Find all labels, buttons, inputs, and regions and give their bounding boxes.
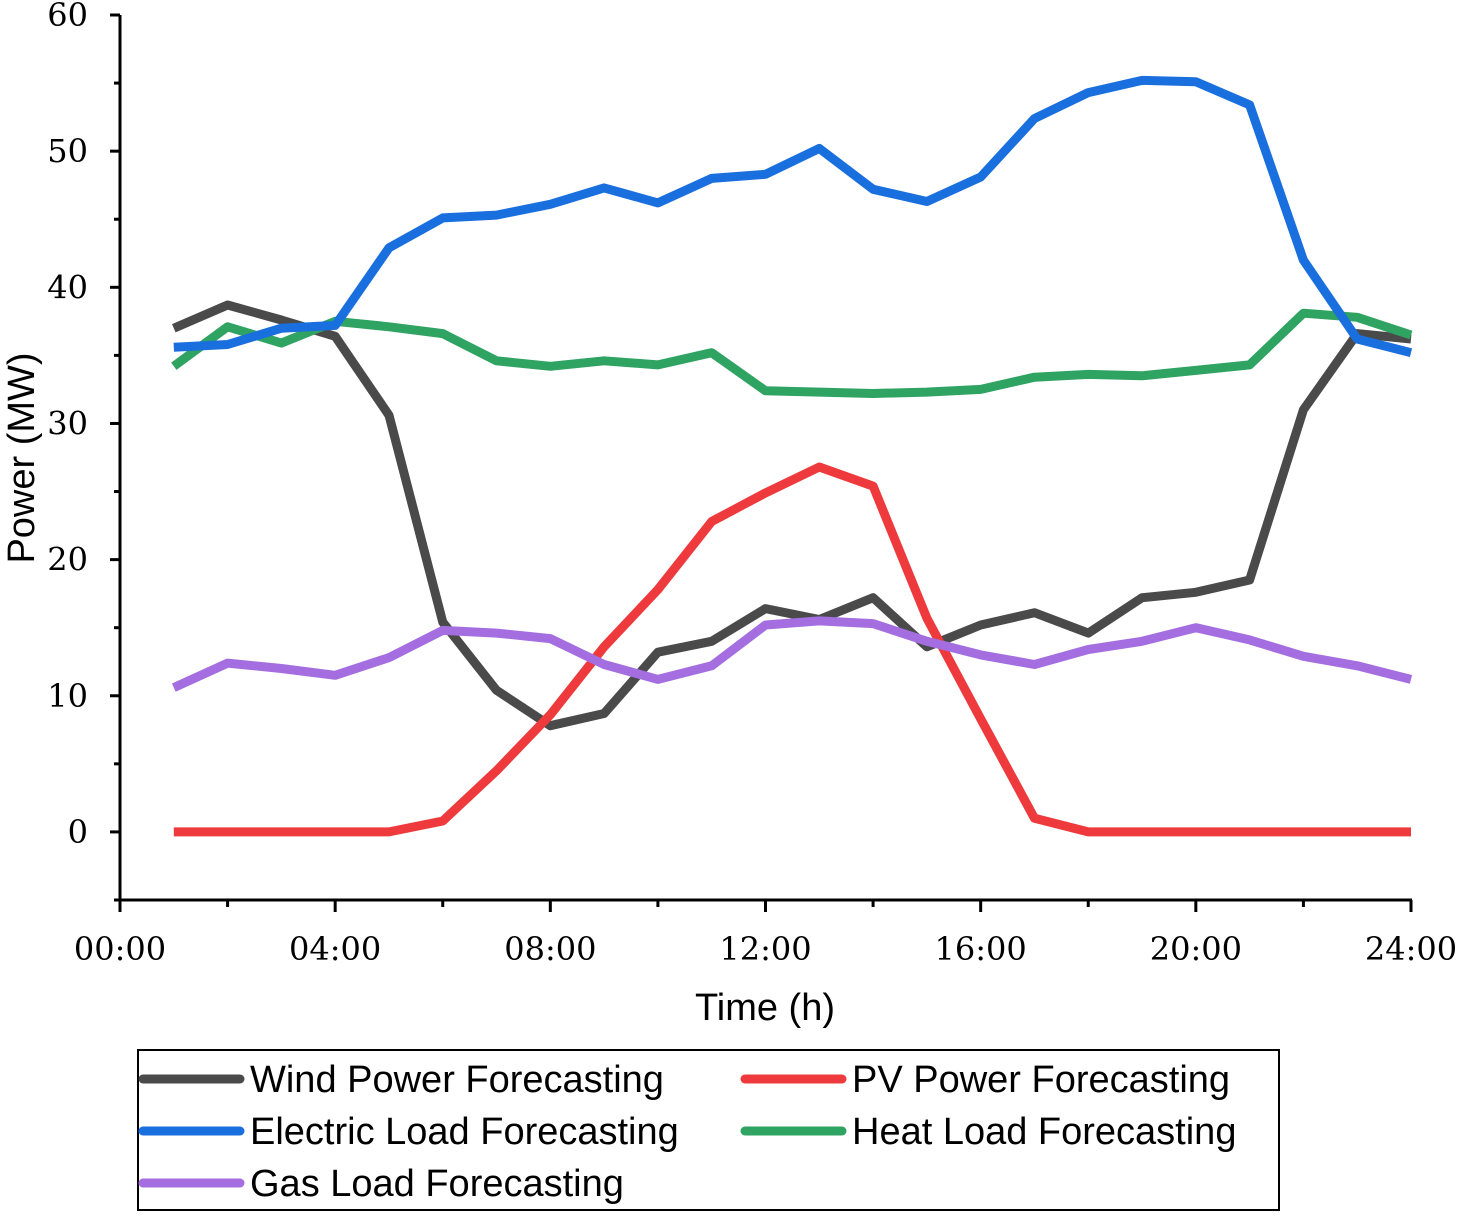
series-layer xyxy=(171,75,1413,837)
legend-frame xyxy=(137,1049,1280,1211)
y-axis-title: Power (MW) xyxy=(1,352,43,563)
y-tick-label: 20 xyxy=(47,541,88,579)
legend: Wind Power Forecasting PV Power Forecasti… xyxy=(137,1049,1280,1211)
legend-label-wind-power-forecasting: Wind Power Forecasting xyxy=(250,1059,664,1101)
x-tick-label: 20:00 xyxy=(1150,930,1242,968)
x-tick-label: 00:00 xyxy=(74,930,166,968)
x-tick-label: 12:00 xyxy=(719,930,811,968)
y-tick-label: 40 xyxy=(47,268,88,306)
x-tick-label: 04:00 xyxy=(289,930,381,968)
x-tick-label: 24:00 xyxy=(1365,930,1457,968)
axes: 0 10 20 30 40 50 60 00:00 04:00 08:00 12:00 16:00 20… xyxy=(47,0,1457,968)
series-line-heat-load-forecasting xyxy=(171,308,1413,398)
x-tick-label: 08:00 xyxy=(504,930,596,968)
legend-label-gas-load-forecasting: Gas Load Forecasting xyxy=(250,1163,624,1205)
y-tick-label: 10 xyxy=(47,677,88,715)
x-tick-label: 16:00 xyxy=(935,930,1027,968)
series-line-wind-power-forecasting xyxy=(172,300,1412,731)
ticks xyxy=(110,13,1413,912)
legend-label-heat-load-forecasting: Heat Load Forecasting xyxy=(852,1111,1236,1153)
y-tick-label: 0 xyxy=(68,813,88,851)
y-tick-label: 60 xyxy=(47,0,88,34)
x-axis-title: Time (h) xyxy=(695,987,835,1029)
y-tick-label: 30 xyxy=(47,404,88,442)
y-tick-label: 50 xyxy=(47,132,88,170)
series-line-pv-power-forecasting xyxy=(173,462,1411,837)
series-line-electric-load-forecasting xyxy=(173,75,1413,358)
legend-label-pv-power-forecasting: PV Power Forecasting xyxy=(852,1059,1230,1101)
legend-label-electric-load-forecasting: Electric Load Forecasting xyxy=(250,1111,679,1153)
series-line-gas-load-forecasting xyxy=(171,616,1413,692)
tick-labels: 0 10 20 30 40 50 60 00:00 04:00 08:00 12:00 16:00 20… xyxy=(47,0,1457,968)
